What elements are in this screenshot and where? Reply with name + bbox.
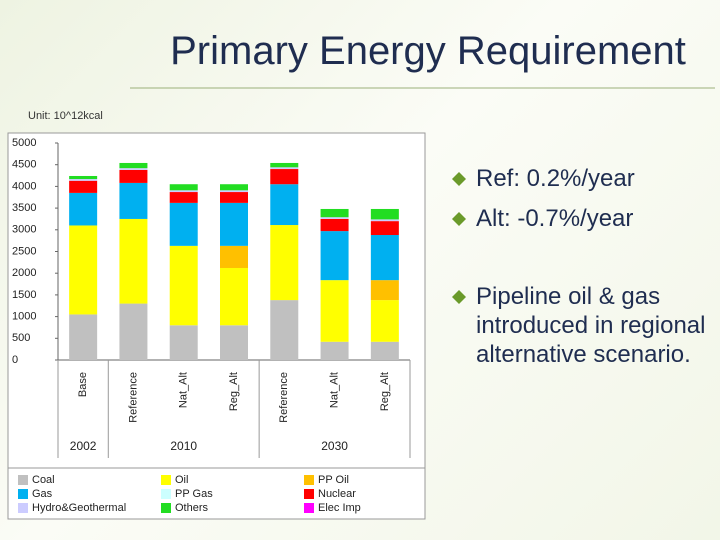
bar-segment: [370, 280, 399, 301]
x-tick-label: Nat_Alt: [328, 372, 340, 408]
y-tick-label: 1500: [12, 289, 36, 301]
legend-swatch: [161, 475, 171, 485]
legend-swatch: [18, 503, 28, 513]
legend-swatch: [18, 489, 28, 499]
bar-segment: [69, 179, 98, 181]
y-tick-label: 1000: [12, 311, 36, 323]
y-tick-label: 3000: [12, 224, 36, 236]
bullet: Ref: 0.2%/year: [452, 164, 720, 193]
legend-label: Others: [175, 502, 209, 514]
legend-label: Hydro&Geothermal: [32, 502, 126, 514]
bar-segment: [320, 208, 349, 218]
bar-segment: [69, 175, 98, 180]
bar-segment: [69, 314, 98, 360]
group-label: 2002: [70, 439, 97, 453]
group-label: 2010: [170, 439, 197, 453]
legend-swatch: [18, 475, 28, 485]
bar-segment: [169, 325, 198, 360]
y-tick-label: 5000: [12, 137, 36, 149]
bar-segment: [270, 184, 299, 226]
bar-segment: [220, 267, 248, 326]
bar-segment: [169, 190, 198, 193]
bar-segment: [119, 303, 148, 360]
legend-label: Elec Imp: [318, 502, 361, 514]
legend-swatch: [304, 489, 314, 499]
legend-label: Nuclear: [318, 488, 356, 500]
bullet: Pipeline oil & gas introduced in regiona…: [452, 282, 720, 369]
y-tick-label: 4000: [12, 180, 36, 192]
legend-label: PP Gas: [175, 488, 213, 500]
bar-segment: [169, 202, 198, 246]
bar-segment: [270, 162, 299, 168]
bar-segment: [69, 225, 98, 315]
legend-swatch: [304, 503, 314, 513]
group-label: 2030: [321, 439, 348, 453]
bullet-icon: [452, 290, 466, 304]
bar-segment: [169, 184, 198, 191]
bar-segment: [220, 202, 248, 246]
legend-label: PP Oil: [318, 474, 349, 486]
bullet-icon: [452, 212, 466, 226]
bar-segment: [119, 168, 148, 170]
x-tick-label: Base: [77, 372, 89, 397]
bar-segment: [220, 325, 248, 360]
bar-segment: [69, 180, 98, 193]
unit-label: Unit: 10^12kcal: [28, 110, 103, 122]
x-tick-label: Reg_Alt: [228, 372, 240, 411]
legend-label: Coal: [32, 474, 55, 486]
bullet-text: Ref: 0.2%/year: [476, 165, 635, 192]
bar-segment: [169, 192, 198, 203]
bar-segment: [370, 341, 399, 360]
bar-segment: [220, 245, 248, 268]
bar-segment: [119, 162, 148, 169]
bar-segment: [220, 184, 248, 191]
y-tick-label: 500: [12, 332, 30, 344]
legend-swatch: [161, 489, 171, 499]
bar-segment: [370, 221, 399, 236]
bar-segment: [270, 300, 299, 360]
x-tick-label: Reference: [127, 372, 139, 423]
x-tick-label: Reg_Alt: [379, 372, 391, 411]
bar-segment: [270, 225, 299, 301]
slide-title: Primary Energy Requirement: [170, 29, 686, 73]
bullet-text: Alt: -0.7%/year: [476, 205, 634, 232]
bar-segment: [320, 341, 349, 360]
bar-segment: [220, 192, 248, 203]
legend-swatch: [304, 475, 314, 485]
bar-segment: [370, 219, 399, 222]
y-tick-label: 0: [12, 354, 18, 366]
bar-segment: [69, 192, 98, 226]
legend-label: Oil: [175, 474, 188, 486]
bar-segment: [320, 280, 349, 342]
bar-segment: [320, 231, 349, 281]
bullet-text: Pipeline oil & gas introduced in regiona…: [476, 283, 706, 368]
bar-segment: [370, 300, 399, 342]
bar-segment: [220, 190, 248, 193]
bar-segment: [320, 217, 349, 219]
bar-segment: [370, 208, 399, 220]
y-tick-label: 2500: [12, 245, 36, 257]
x-tick-label: Nat_Alt: [178, 372, 190, 408]
bar-segment: [119, 182, 148, 219]
bar-segment: [270, 169, 299, 185]
bar-segment: [370, 235, 399, 281]
bar-segment: [270, 167, 299, 170]
x-tick-label: Reference: [278, 372, 290, 423]
y-tick-label: 2000: [12, 267, 36, 279]
legend-label: Gas: [32, 488, 53, 500]
legend-swatch: [161, 503, 171, 513]
bar-segment: [119, 218, 148, 304]
y-tick-label: 4500: [12, 159, 36, 171]
bar-segment: [119, 169, 148, 183]
bullet-icon: [452, 172, 466, 186]
y-tick-label: 3500: [12, 202, 36, 214]
bullet: Alt: -0.7%/year: [452, 204, 720, 233]
bar-segment: [169, 245, 198, 326]
bar-segment: [320, 218, 349, 232]
